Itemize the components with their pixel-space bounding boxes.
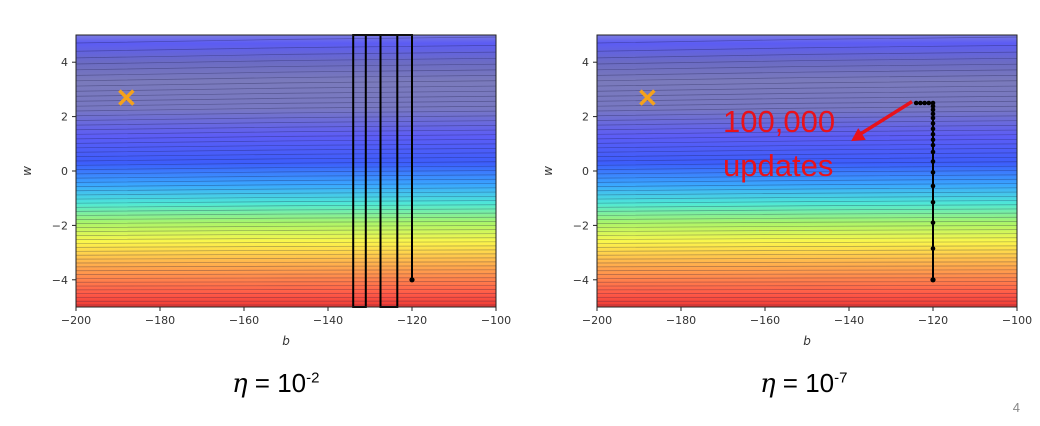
x-tick-label: −120 [918,314,948,327]
caption-left-exponent: -2 [306,369,319,386]
y-axis-label: w [541,166,555,176]
chart-panel-1: −200 −180 −160 −140 −120 −100 −4 −2 0 2 4 b w [20,35,511,348]
x-tick-label: −160 [229,314,259,327]
annotation-label: 100,000 updates [723,100,835,188]
chart-panel-2: −200 −180 −160 −140 −120 −100 −4 −2 0 2 4 b w [541,35,1032,348]
y-tick-label: −2 [573,219,589,232]
y-tick-label: 2 [582,111,589,124]
x-axis-label: b [803,334,811,348]
path-point [931,127,936,132]
annotation-line2: updates [723,144,835,188]
y-tick-label: −2 [52,219,68,232]
page-number: 4 [1013,400,1020,415]
start-point [930,277,935,282]
path-point [931,170,936,175]
x-tick-label: −180 [666,314,696,327]
y-tick-label: −4 [52,274,68,287]
eta-symbol-left: η [232,369,248,399]
x-tick-label: −100 [1002,314,1032,327]
path-point [931,132,936,137]
path-point [931,246,936,251]
path-point [931,200,936,205]
x-tick-label: −140 [313,314,343,327]
x-tick-label: −140 [834,314,864,327]
path-point [931,121,936,126]
path-point [931,101,936,106]
x-tick-label: −160 [750,314,780,327]
caption-right: η = 10-7 [760,368,847,399]
path-point [914,101,919,106]
path-point [931,220,936,225]
caption-right-exponent: -7 [834,369,847,386]
caption-left-text: = 10 [248,368,307,398]
y-tick-label: 4 [582,56,589,69]
annotation-line1: 100,000 [723,100,835,144]
x-tick-label: −200 [61,314,91,327]
caption-right-text: = 10 [776,368,835,398]
y-axis-label: w [20,166,34,176]
path-point [922,101,927,106]
path-point [931,143,936,148]
eta-symbol-right: η [760,369,776,399]
path-point [931,159,936,164]
y-tick-label: 4 [61,56,68,69]
x-tick-label: −100 [481,314,511,327]
path-point [927,101,932,106]
path-point [931,116,936,121]
y-tick-label: 2 [61,111,68,124]
x-tick-label: −120 [397,314,427,327]
y-tick-label: 0 [582,165,589,178]
y-tick-label: 0 [61,165,68,178]
y-tick-label: −4 [573,274,589,287]
path-point [931,137,936,142]
start-point [409,277,414,282]
x-tick-label: −200 [582,314,612,327]
path-point [931,150,936,155]
path-point [918,101,923,106]
path-point [931,112,936,117]
x-tick-label: −180 [145,314,175,327]
caption-left: η = 10-2 [232,368,319,399]
path-point [931,184,936,189]
x-axis-label: b [282,334,290,348]
